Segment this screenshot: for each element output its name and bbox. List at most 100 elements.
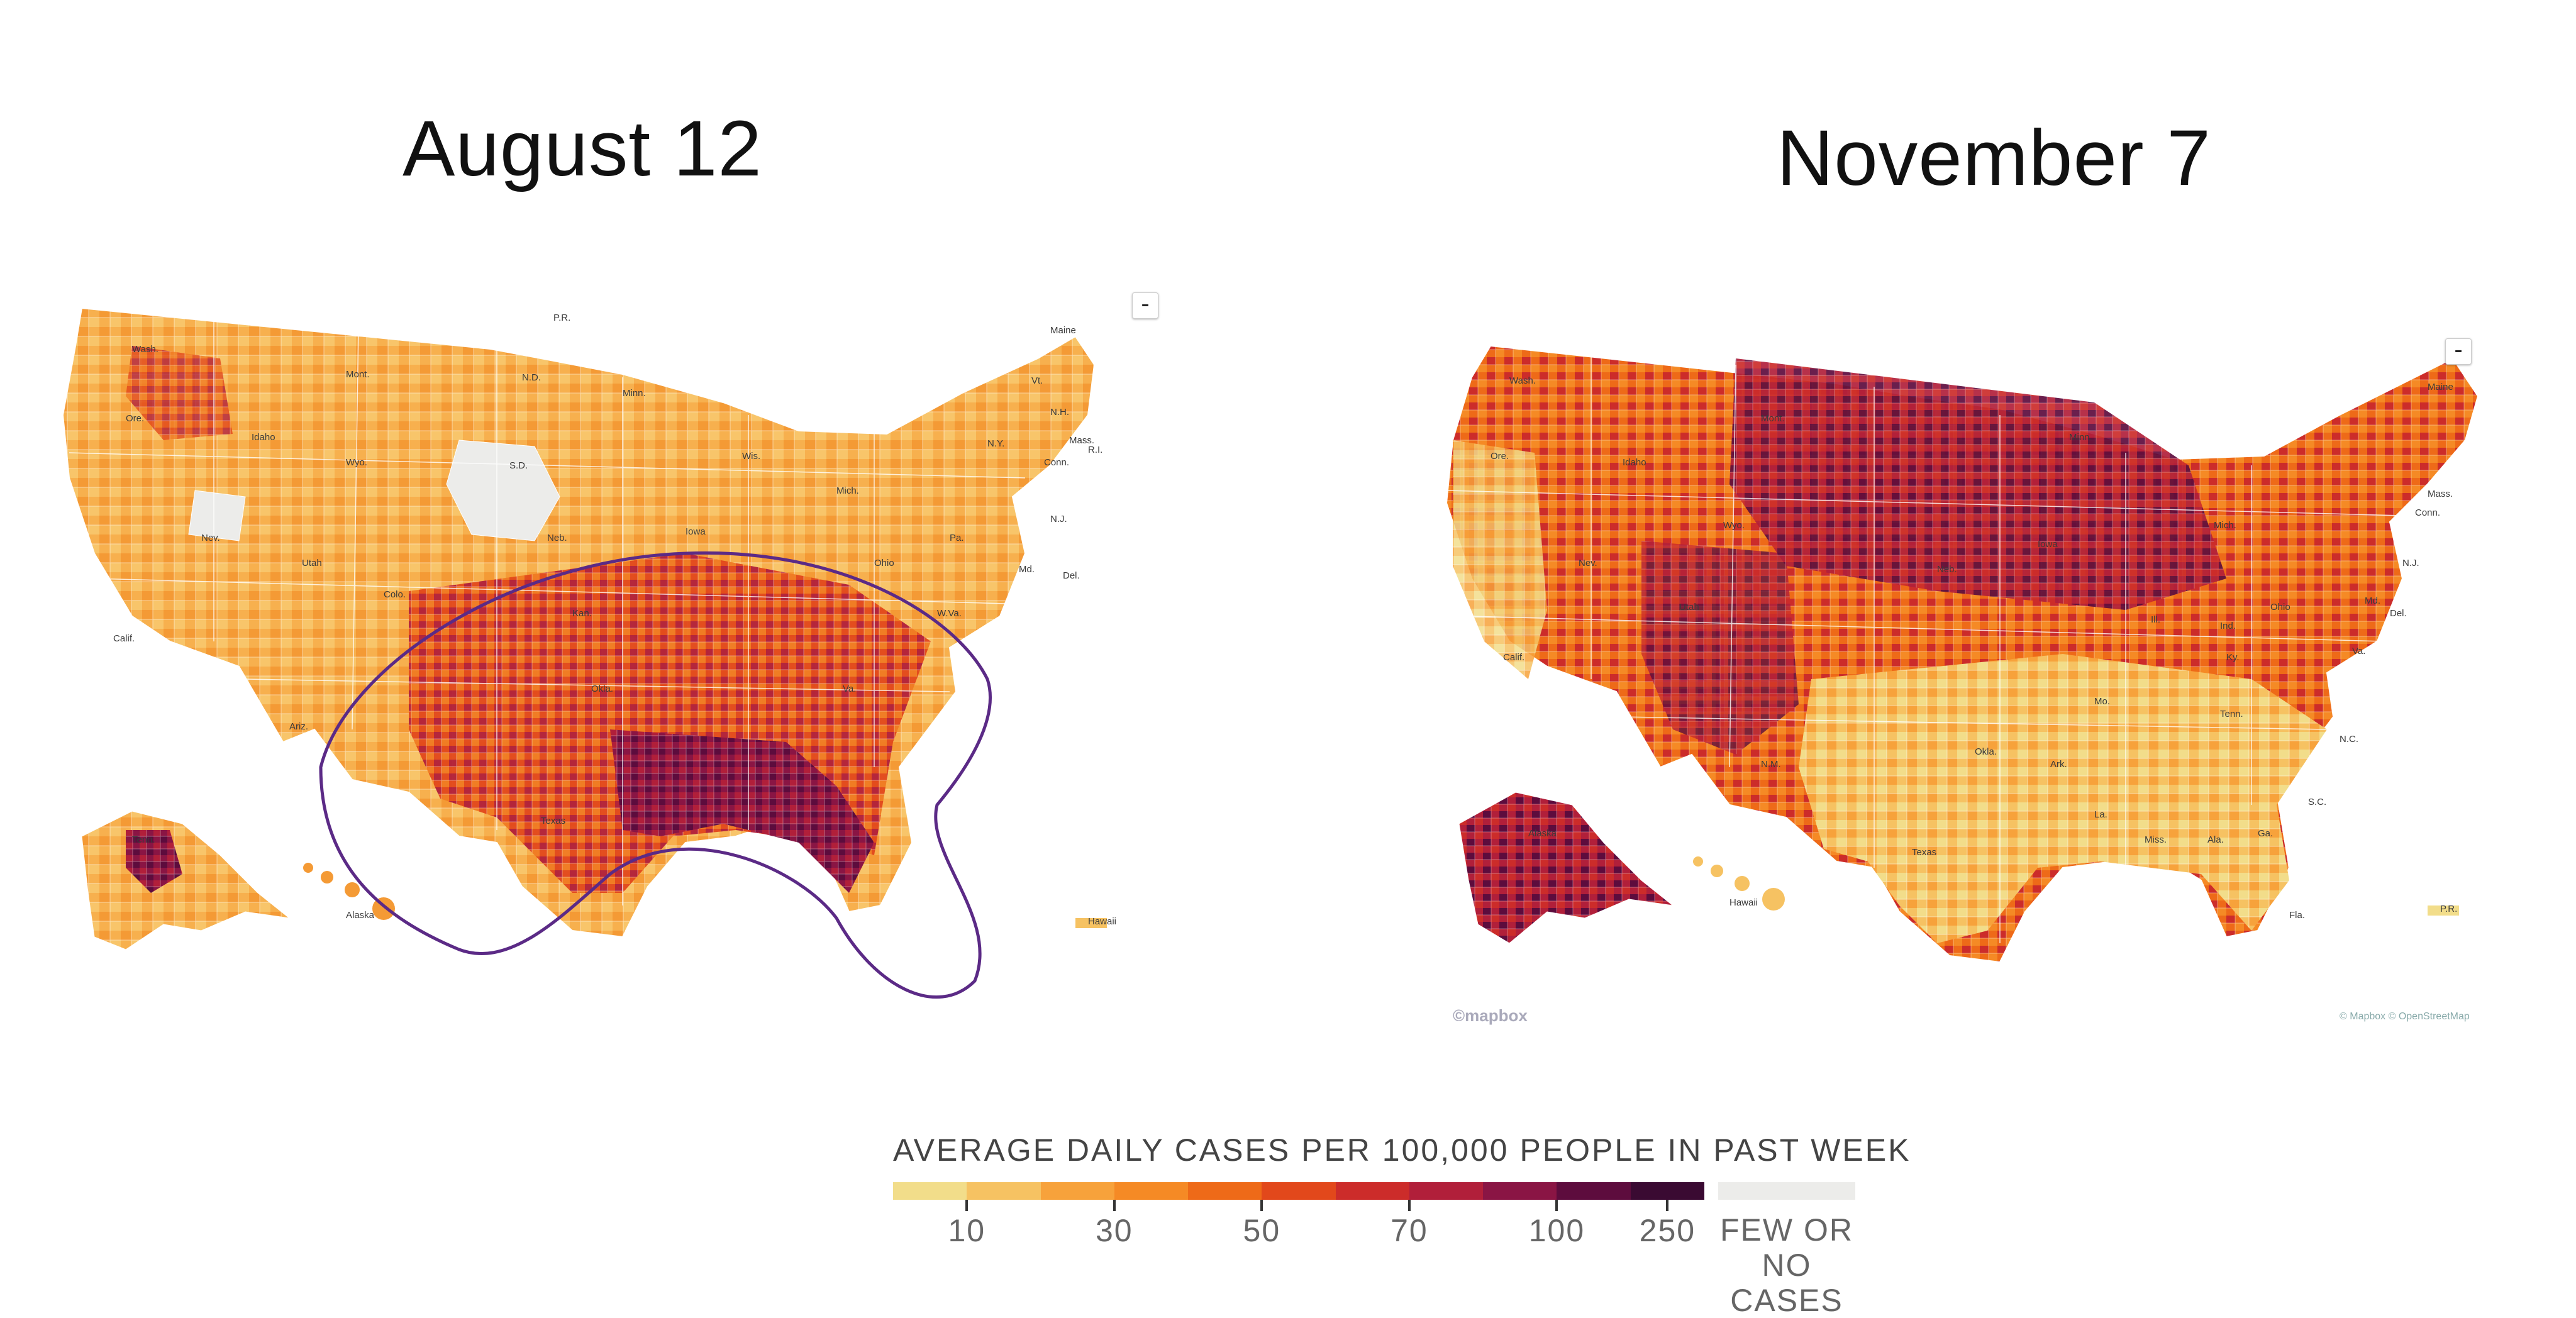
state-label: Mont. [1761,413,1785,424]
state-label: Del. [2390,608,2407,619]
map-august-12[interactable]: Wash. Ore. Idaho Mont. N.D. Minn. S.D. Wyo. Neb.… [57,289,1163,1019]
map-attribution[interactable]: © Mapbox © OpenStreetMap [2340,1011,2470,1022]
state-label: W.Va. [937,608,962,619]
state-label: Md. [1019,564,1035,575]
legend: AVERAGE DAILY CASES PER 100,000 PEOPLE I… [893,1132,1909,1318]
west-coast-lower [1453,440,1547,679]
state-label: N.H. [1050,407,1069,418]
state-label: Ky. [2226,652,2240,663]
legend-swatch [1188,1182,1262,1200]
legend-swatch [967,1182,1041,1200]
state-label: N.C. [2340,734,2358,745]
legend-swatch [1114,1182,1189,1200]
legend-swatch [893,1182,967,1200]
state-label: Nev. [201,533,220,543]
legend-swatch [1335,1182,1409,1200]
state-label: Iowa [686,526,706,537]
south-lower-cases [1799,654,2327,943]
alaska-hotspot [126,830,182,893]
state-label: N.J. [1050,514,1067,524]
state-label: Texas [541,816,565,826]
state-label: P.R. [2440,904,2457,914]
state-label: N.D. [522,372,541,383]
state-label: Md. [2365,595,2380,606]
state-label: R.I. [1088,445,1102,455]
state-label: Wyo. [346,457,367,468]
legend-swatch [1557,1182,1631,1200]
state-label: Wash. [132,344,158,355]
state-label: Maine [1050,325,1076,336]
state-label: Calif. [1503,652,1524,663]
legend-few-or-none-line1: FEW OR [1720,1212,1853,1248]
state-label: N.Y. [987,438,1004,449]
puerto-rico-november [2428,905,2459,916]
legend-tick-label: 250 [1639,1213,1696,1248]
gulf-coast-hotspot [610,729,874,893]
legend-tick-label: 70 [1391,1213,1428,1248]
hawaii-august [303,863,395,920]
state-label: Vt. [1031,375,1043,386]
legend-swatch [1630,1182,1704,1200]
legend-few-or-none-label: FEW OR NO CASES [1718,1212,1855,1318]
legend-swatch [1262,1182,1336,1200]
state-label: Mass. [2428,489,2453,499]
legend-tick [1666,1200,1669,1211]
state-label: Hawaii [1729,897,1758,908]
state-label: Tenn. [2220,709,2243,719]
zoom-out-button-november[interactable]: - [2445,337,2472,365]
map-november-svg: Wash. Ore. Idaho Mont. Wyo. Nev. Calif. Utah Neb… [1445,345,2479,963]
legend-few-or-none-swatch [1718,1182,1855,1200]
state-label: La. [2094,809,2107,820]
state-labels-november: Wash. Ore. Idaho Mont. Wyo. Nev. Calif. Utah Neb… [1491,375,2457,921]
state-label: Conn. [1044,457,1069,468]
state-labels-august: Wash. Ore. Idaho Mont. N.D. Minn. S.D. Wyo. Neb.… [113,313,1116,927]
state-label: S.D. [509,460,528,471]
state-label: Neb. [547,533,567,543]
state-label: Okla. [591,684,613,694]
state-label: Nev. [1579,558,1597,568]
state-label: Texas [1912,847,1936,858]
legend-few-or-none-line2: NO CASES [1730,1248,1843,1318]
state-label: Utah [302,558,322,568]
hotspot-annotation-outline [319,551,992,999]
legend-tick [1407,1200,1411,1211]
legend-tick-label: 50 [1243,1213,1281,1248]
state-label: P.R. [553,313,570,323]
zoom-out-button-august[interactable]: - [1132,291,1158,319]
legend-tick [1555,1200,1558,1211]
legend-title: AVERAGE DAILY CASES PER 100,000 PEOPLE I… [893,1132,1911,1168]
state-label: Mich. [2214,520,2236,531]
state-label: Idaho [1623,457,1646,468]
mapbox-logo[interactable]: ©mapbox [1453,1006,1528,1025]
legend-tick-label: 100 [1528,1213,1585,1248]
state-label: Ark. [2050,759,2067,770]
state-label: Alaska [346,910,375,921]
state-label: Ore. [1491,451,1509,462]
legend-tick-label: 10 [948,1213,986,1248]
legend-tick [965,1200,969,1211]
state-label: N.J. [2402,558,2419,568]
hawaii-november [1693,856,1785,911]
state-label: Pa. [950,533,964,543]
legend-swatch [1409,1182,1484,1200]
state-label: Mont. [346,369,370,380]
state-label: S.C. [2308,797,2326,807]
state-label: Hawaii [1088,916,1116,927]
state-label: Ohio [2270,602,2290,612]
state-label: Ariz. [289,721,308,732]
state-label: Idaho [252,432,275,443]
state-label: Ill. [2151,614,2160,625]
legend-tick [1113,1200,1116,1211]
state-label: N.M. [1761,759,1781,770]
legend-tick-label: 30 [1096,1213,1133,1248]
state-label: Kan. [572,608,592,619]
map-title-august: August 12 [402,105,762,192]
state-label: Mo. [2094,696,2110,707]
state-label: Va. [843,684,856,694]
map-november-7[interactable]: Wash. Ore. Idaho Mont. Wyo. Nev. Calif. Utah Neb… [1434,327,2528,1025]
legend-color-scale [893,1182,1704,1200]
state-label: Del. [1063,570,1080,581]
state-label: Colo. [384,589,406,600]
northwest-cluster [126,346,233,440]
legend-tick [1260,1200,1263,1211]
